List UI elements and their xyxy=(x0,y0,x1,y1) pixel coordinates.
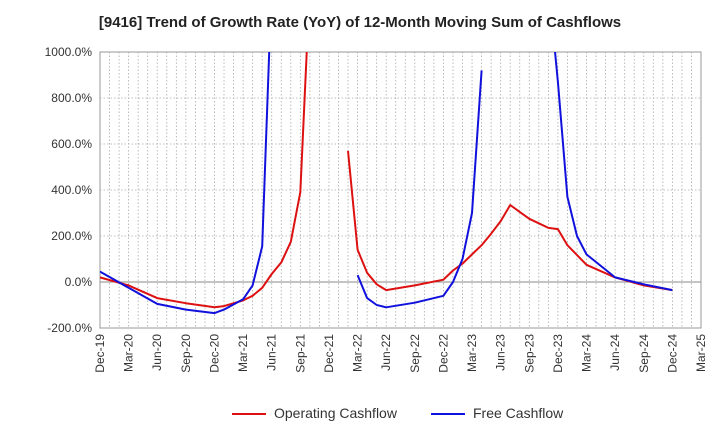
x-tick-label: Mar-21 xyxy=(236,334,250,372)
chart-title: [9416] Trend of Growth Rate (YoY) of 12-… xyxy=(98,14,622,31)
x-tick-label: Sep-22 xyxy=(408,334,422,373)
legend-label-operating-cashflow: Operating Cashflow xyxy=(274,405,397,421)
x-tick-label: Dec-20 xyxy=(207,334,221,373)
series-line-free-cashflow xyxy=(100,52,271,315)
x-tick-label: Dec-21 xyxy=(322,334,336,373)
series-line-operating-cashflow xyxy=(347,150,673,292)
series-layer xyxy=(100,52,673,315)
x-axis-tick-labels: Dec-19 Mar-20 Jun-20 Sep-20 Dec-20 Mar-21 Jun-… xyxy=(93,334,708,373)
y-tick-label: 800.0% xyxy=(51,91,92,105)
y-tick-label: 1000.0% xyxy=(45,45,93,59)
y-tick-label: 200.0% xyxy=(51,229,92,243)
x-tick-label: Dec-22 xyxy=(436,334,450,373)
x-tick-label: Jun-21 xyxy=(265,334,279,371)
x-tick-label: Dec-24 xyxy=(665,334,679,373)
x-tick-label: Mar-24 xyxy=(580,334,594,372)
x-tick-label: Jun-24 xyxy=(608,334,622,371)
x-tick-label: Mar-23 xyxy=(465,334,479,372)
plot-area xyxy=(99,51,702,329)
legend-line-operating-cashflow xyxy=(232,413,266,416)
y-tick-label: 400.0% xyxy=(51,183,92,197)
x-tick-label: Mar-25 xyxy=(694,334,708,372)
y-axis-tick-labels: -200.0% 0.0% 200.0% 400.0% 600.0% 800.0% 1000.… xyxy=(45,45,93,335)
x-tick-label: Jun-22 xyxy=(379,334,393,371)
x-tick-label: Mar-20 xyxy=(122,334,136,372)
legend-item-operating-cashflow: Operating Cashflow xyxy=(232,405,397,421)
x-tick-label: Mar-22 xyxy=(351,334,365,372)
x-tick-label: Sep-21 xyxy=(293,334,307,373)
legend-label-free-cashflow: Free Cashflow xyxy=(473,405,564,421)
series-line-free-cashflow xyxy=(356,70,483,309)
legend-line-free-cashflow xyxy=(431,413,465,416)
x-tick-label: Sep-24 xyxy=(637,334,651,373)
series-line-operating-cashflow xyxy=(100,52,308,309)
x-tick-label: Jun-20 xyxy=(150,334,164,371)
legend-item-free-cashflow: Free Cashflow xyxy=(431,405,563,421)
x-tick-label: Sep-20 xyxy=(179,334,193,373)
series-line-free-cashflow xyxy=(554,52,673,292)
y-tick-label: 600.0% xyxy=(51,137,92,151)
y-tick-label: 0.0% xyxy=(65,275,93,289)
x-tick-label: Dec-19 xyxy=(93,334,107,373)
x-tick-label: Jun-23 xyxy=(494,334,508,371)
y-tick-label: -200.0% xyxy=(47,321,92,335)
horizontal-gridlines xyxy=(100,97,701,283)
x-tick-label: Sep-23 xyxy=(522,334,536,373)
x-tick-label: Dec-23 xyxy=(551,334,565,373)
legend: Operating Cashflow Free Cashflow xyxy=(0,403,720,427)
